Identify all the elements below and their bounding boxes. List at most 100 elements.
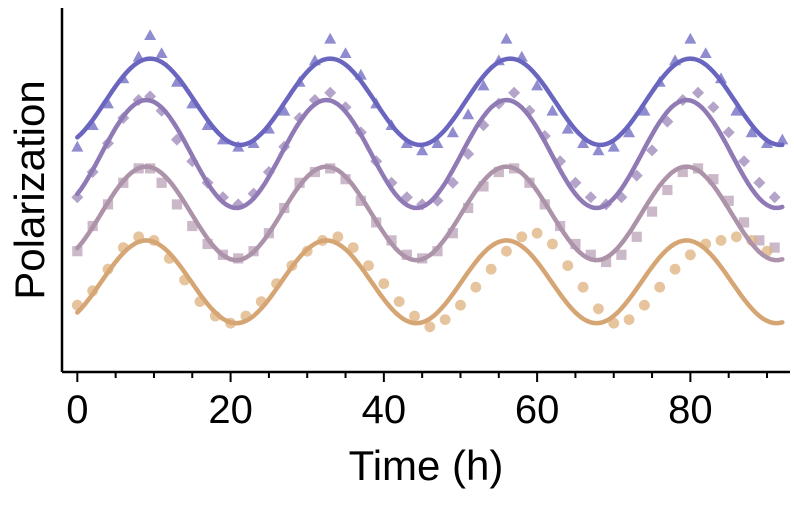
data-point-square: [646, 206, 658, 217]
data-point-triangle: [699, 47, 712, 58]
data-point-circle: [684, 249, 696, 261]
data-point-diamond: [768, 191, 781, 204]
data-point-circle: [439, 314, 451, 325]
data-point-triangle: [546, 104, 559, 116]
data-point-circle: [547, 238, 558, 250]
data-point-circle: [669, 263, 681, 275]
data-point-square: [202, 238, 213, 250]
data-point-triangle: [431, 137, 444, 148]
data-point-diamond: [692, 86, 705, 99]
data-point-circle: [730, 231, 742, 243]
data-point-diamond: [707, 101, 720, 114]
data-point-circle: [347, 242, 359, 254]
data-point-square: [677, 166, 688, 178]
data-point-diamond: [71, 191, 84, 204]
data-point-square: [585, 249, 596, 260]
data-point-square: [401, 249, 412, 260]
fit-line-diamond: [75, 97, 785, 211]
data-point-triangle: [155, 47, 168, 58]
data-point-circle: [562, 260, 574, 271]
data-point-triangle: [730, 104, 743, 116]
x-tick-label: 0: [66, 388, 88, 432]
data-point-square: [171, 199, 183, 210]
data-point-square: [600, 256, 612, 268]
data-point-square: [493, 166, 504, 178]
data-point-triangle: [684, 32, 697, 44]
data-point-diamond: [646, 144, 659, 157]
data-point-triangle: [324, 32, 337, 44]
data-point-triangle: [776, 133, 789, 145]
x-tick-label: 60: [515, 388, 560, 432]
data-point-square: [72, 246, 83, 257]
data-points-layer: [71, 29, 789, 333]
series-circle-points: [71, 227, 773, 333]
data-point-triangle: [531, 79, 544, 91]
data-point-circle: [531, 227, 543, 239]
data-point-circle: [393, 296, 405, 307]
data-point-diamond: [508, 86, 521, 99]
data-point-diamond: [753, 176, 766, 189]
data-point-triangle: [144, 29, 157, 40]
data-point-circle: [593, 303, 604, 315]
data-point-square: [187, 220, 198, 232]
data-point-square: [570, 238, 581, 250]
x-tick-label: 40: [362, 388, 407, 432]
data-point-square: [662, 184, 673, 196]
data-point-circle: [455, 299, 466, 311]
data-point-circle: [516, 231, 528, 243]
data-point-triangle: [592, 144, 605, 156]
data-point-circle: [639, 299, 650, 311]
data-point-triangle: [477, 79, 490, 91]
data-point-triangle: [416, 144, 429, 156]
fit-line-square: [75, 164, 785, 263]
data-point-square: [463, 202, 474, 214]
fit-line-circle: [75, 238, 785, 326]
data-point-square: [355, 195, 366, 206]
data-point-circle: [332, 231, 344, 243]
data-point-square: [769, 242, 780, 253]
data-point-circle: [470, 281, 482, 293]
data-point-triangle: [577, 137, 590, 148]
data-point-square: [708, 174, 719, 185]
data-point-circle: [715, 235, 727, 246]
series-square-points: [72, 163, 780, 268]
data-point-circle: [623, 314, 635, 325]
data-point-triangle: [623, 126, 636, 138]
data-point-circle: [363, 260, 374, 271]
data-point-circle: [485, 263, 497, 275]
data-point-circle: [409, 310, 420, 322]
data-point-circle: [654, 281, 666, 293]
data-point-square: [723, 195, 734, 206]
x-tick-label: 80: [668, 388, 713, 432]
fit-lines-layer: [75, 56, 785, 326]
data-point-square: [156, 177, 167, 188]
data-point-square: [631, 231, 642, 242]
data-point-circle: [501, 245, 512, 257]
data-point-triangle: [339, 47, 352, 58]
y-axis-title: Polarization: [6, 80, 53, 299]
data-point-diamond: [324, 86, 337, 99]
data-point-triangle: [170, 76, 183, 87]
data-point-square: [738, 217, 750, 228]
data-point-circle: [424, 321, 436, 333]
data-point-triangle: [71, 140, 84, 152]
data-point-diamond: [446, 176, 459, 189]
data-point-triangle: [638, 104, 651, 116]
data-point-square: [447, 228, 458, 239]
data-point-triangle: [446, 126, 459, 138]
data-point-square: [478, 181, 489, 192]
data-point-diamond: [738, 155, 751, 168]
data-point-square: [754, 235, 765, 246]
data-point-square: [616, 249, 627, 260]
data-point-triangle: [745, 126, 758, 138]
data-point-circle: [378, 278, 390, 289]
data-point-triangle: [278, 104, 291, 116]
data-point-diamond: [722, 126, 735, 139]
x-tick-label: 20: [208, 388, 253, 432]
data-point-triangle: [607, 140, 620, 152]
fit-line-triangle: [75, 56, 785, 148]
data-point-diamond: [584, 191, 597, 204]
data-point-triangle: [500, 32, 513, 44]
